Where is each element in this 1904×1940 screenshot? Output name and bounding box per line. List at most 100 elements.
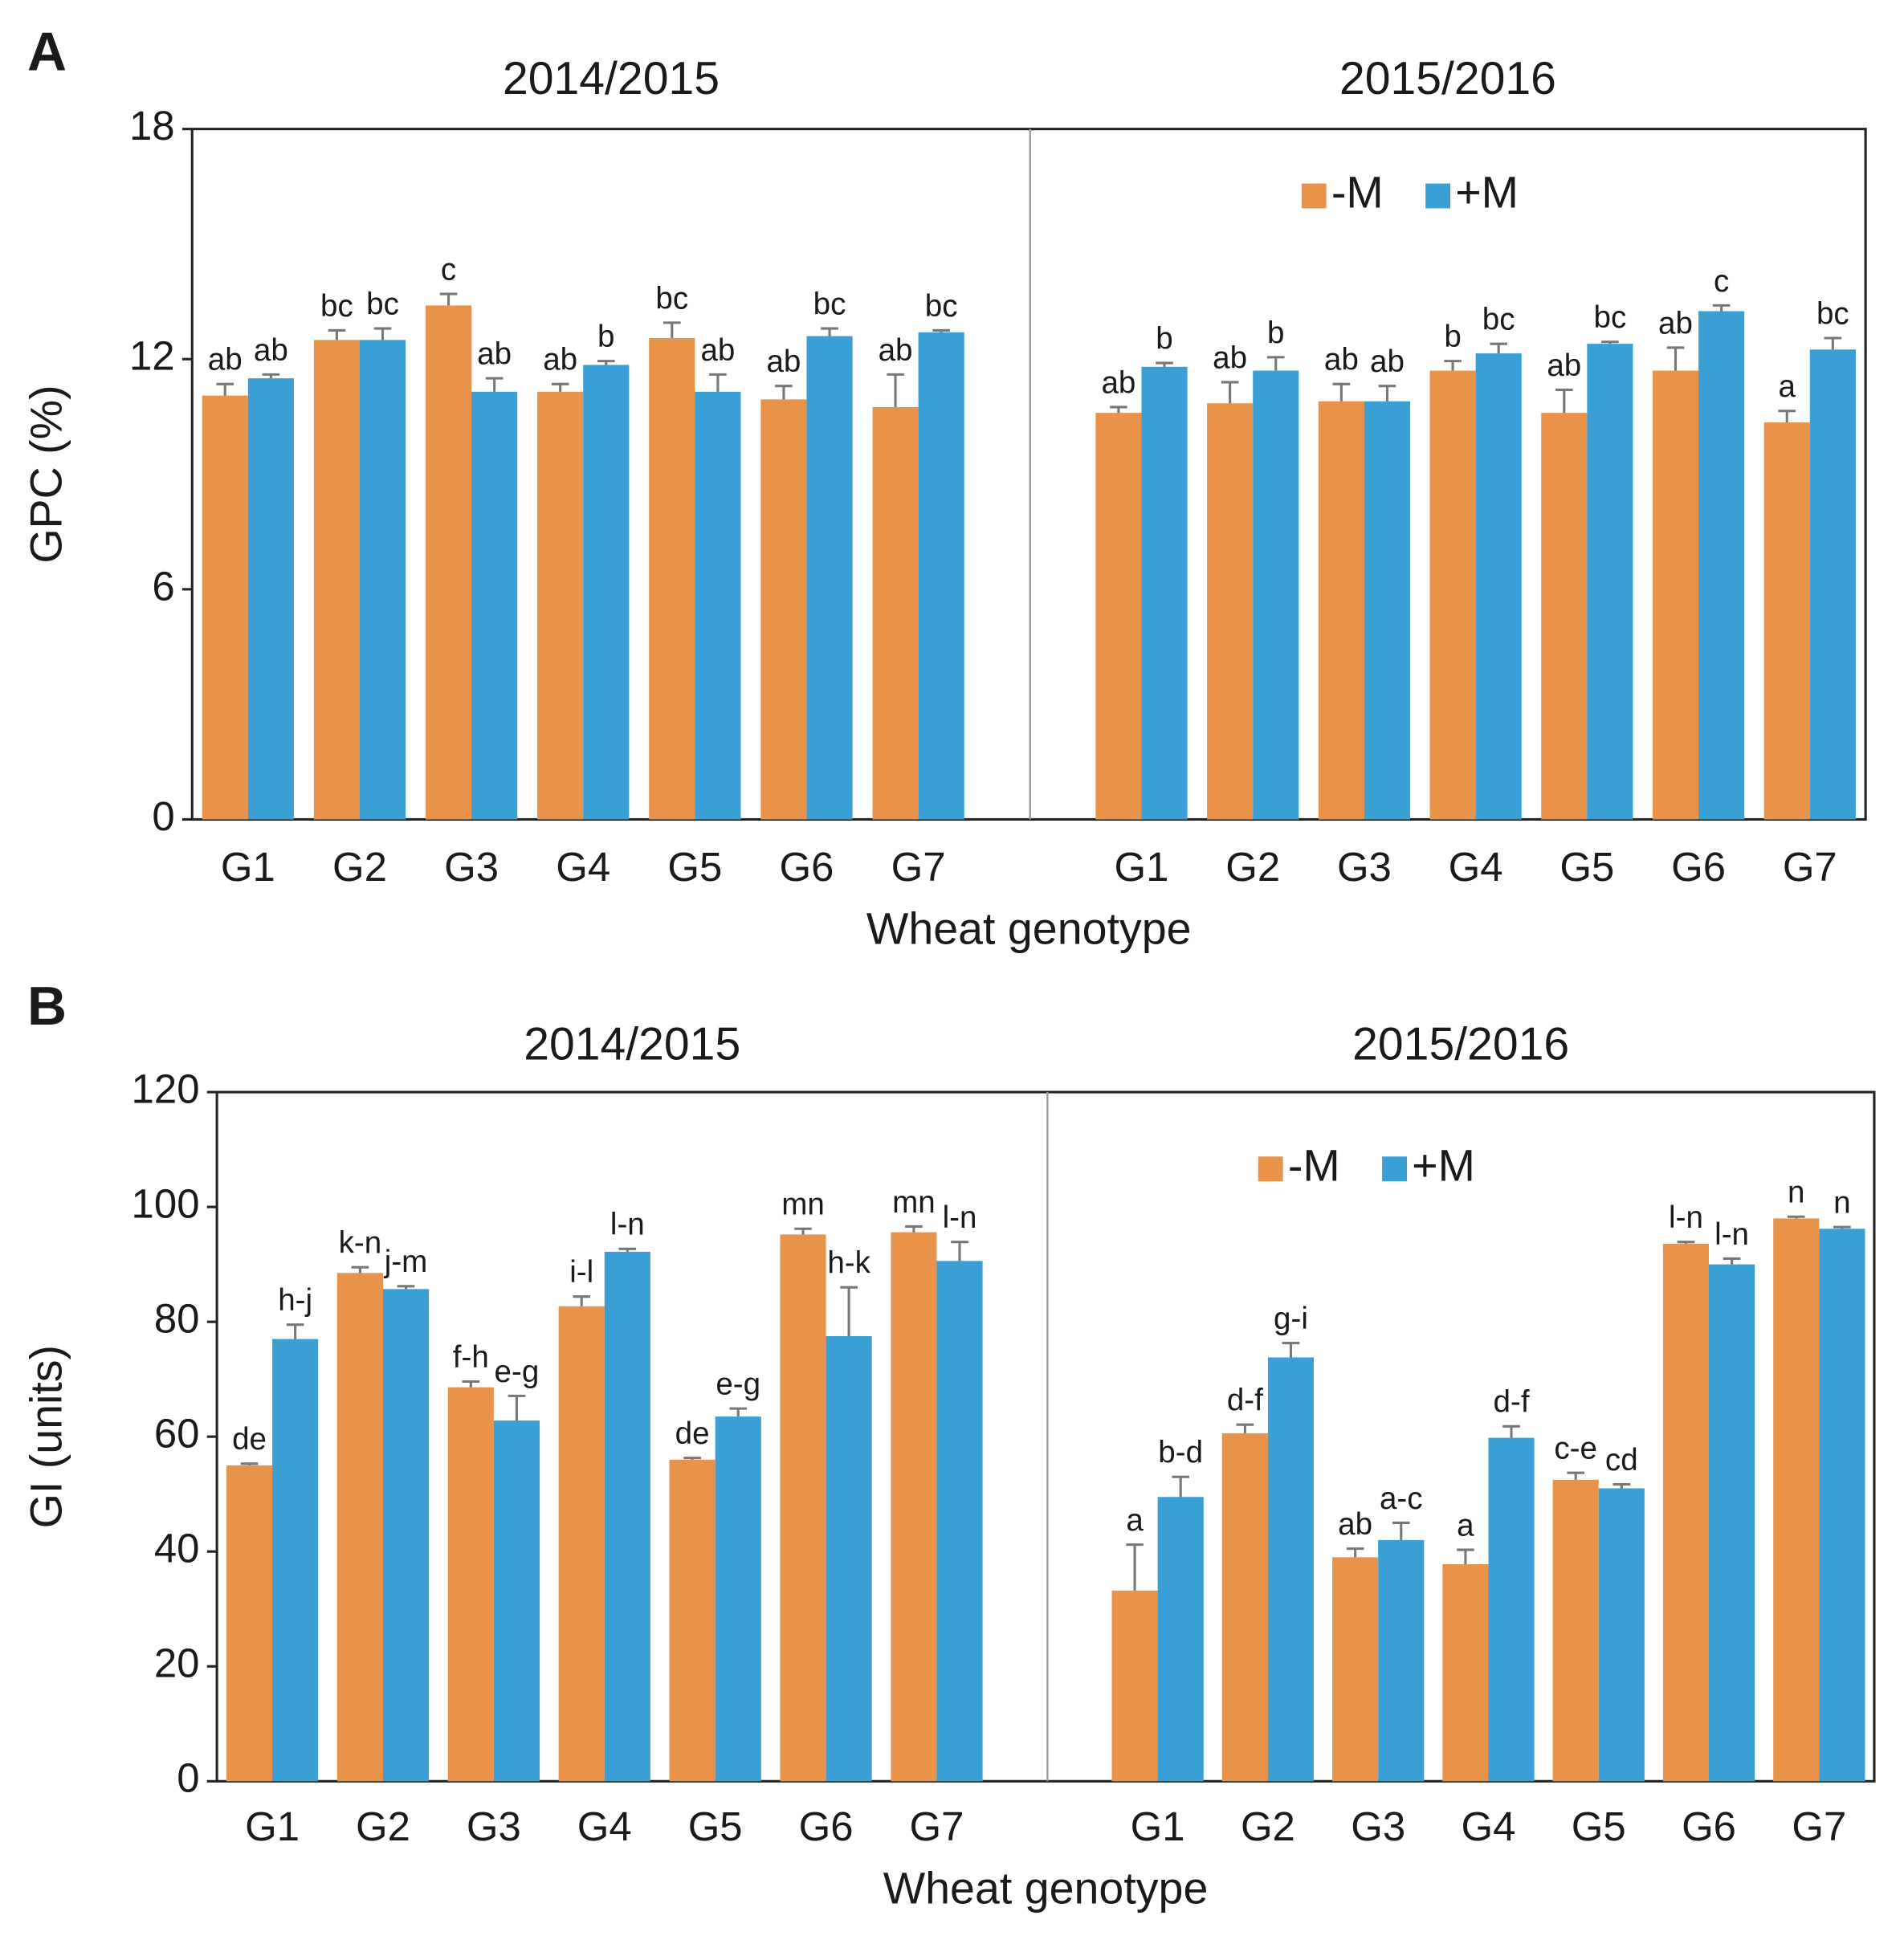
significance-letter: b bbox=[1267, 316, 1284, 350]
x-tick-label: G1 bbox=[245, 1803, 300, 1849]
bar bbox=[1364, 401, 1411, 820]
y-tick-label: 0 bbox=[177, 1755, 199, 1801]
significance-letter: l-n bbox=[610, 1208, 645, 1242]
bar bbox=[760, 399, 807, 820]
y-tick-label: 80 bbox=[154, 1296, 200, 1342]
y-tick-label: 6 bbox=[152, 563, 174, 609]
y-tick-label: 40 bbox=[154, 1526, 200, 1571]
significance-letter: c bbox=[441, 252, 456, 287]
significance-letter: e-g bbox=[716, 1367, 760, 1402]
significance-letter: bc bbox=[366, 287, 399, 321]
x-tick-label: G3 bbox=[444, 844, 499, 890]
x-tick-label: G7 bbox=[1792, 1803, 1846, 1849]
plot-frame bbox=[190, 128, 1867, 821]
group-title: 2015/2016 bbox=[1352, 1019, 1569, 1070]
bar bbox=[1552, 1479, 1599, 1782]
significance-letter: i-l bbox=[569, 1255, 593, 1290]
significance-letter: d-f bbox=[1227, 1384, 1263, 1418]
bar bbox=[313, 340, 360, 820]
bar bbox=[1819, 1229, 1865, 1782]
bar bbox=[1267, 1357, 1315, 1782]
significance-letter: de bbox=[675, 1416, 710, 1451]
x-axis-label: Wheat genotype bbox=[883, 1863, 1209, 1913]
bar bbox=[826, 1336, 872, 1782]
y-tick-label: 20 bbox=[154, 1640, 200, 1686]
significance-letter: ab bbox=[1658, 306, 1693, 340]
significance-letter: b bbox=[597, 320, 614, 354]
significance-letter: ab bbox=[1324, 343, 1359, 377]
bar bbox=[1253, 370, 1299, 820]
x-tick-label: G5 bbox=[667, 844, 722, 890]
bar bbox=[583, 365, 630, 820]
significance-letter: g-i bbox=[1274, 1302, 1308, 1336]
bar bbox=[1095, 413, 1142, 820]
bar bbox=[425, 305, 472, 820]
y-axis-label: GI (units) bbox=[21, 1345, 71, 1528]
significance-letter: ab bbox=[766, 344, 801, 379]
significance-letter: l-n bbox=[1669, 1200, 1703, 1235]
x-tick-label: G1 bbox=[1131, 1803, 1185, 1849]
x-tick-label: G2 bbox=[1225, 844, 1280, 890]
x-tick-label: G1 bbox=[221, 844, 275, 890]
bar bbox=[1598, 1488, 1645, 1782]
bar bbox=[1773, 1218, 1820, 1782]
x-tick-label: G3 bbox=[1351, 1803, 1405, 1849]
significance-letter: cd bbox=[1605, 1443, 1638, 1477]
x-tick-label: G4 bbox=[1449, 844, 1503, 890]
significance-letter: ab bbox=[879, 333, 913, 368]
significance-letter: bc bbox=[925, 289, 958, 324]
significance-letter: b bbox=[1444, 320, 1461, 354]
x-tick-label: G6 bbox=[780, 844, 834, 890]
significance-letter: ab bbox=[254, 333, 288, 368]
x-tick-label: G2 bbox=[332, 844, 387, 890]
bar bbox=[471, 391, 518, 820]
y-tick-label: 12 bbox=[129, 333, 175, 379]
bar bbox=[226, 1465, 273, 1782]
significance-letter: bc bbox=[813, 287, 846, 321]
significance-letter: f-h bbox=[453, 1340, 489, 1375]
significance-letter: n bbox=[1788, 1176, 1804, 1210]
group-title: 2014/2015 bbox=[524, 1019, 740, 1070]
x-tick-label: G7 bbox=[1783, 844, 1837, 890]
bar bbox=[1318, 401, 1364, 820]
group-title: 2014/2015 bbox=[503, 53, 720, 104]
group-title: 2015/2016 bbox=[1339, 53, 1556, 104]
significance-letter: ab bbox=[1213, 340, 1247, 375]
bar bbox=[1157, 1497, 1204, 1782]
legend-swatch bbox=[1425, 183, 1451, 209]
significance-letter: j-m bbox=[384, 1245, 428, 1279]
x-tick-label: G4 bbox=[556, 844, 610, 890]
significance-letter: bc bbox=[1816, 296, 1849, 331]
x-tick-label: G2 bbox=[356, 1803, 410, 1849]
bar bbox=[1709, 1264, 1755, 1782]
bar bbox=[918, 332, 964, 820]
legend-label: +M bbox=[1455, 168, 1519, 218]
panel-label: A bbox=[27, 22, 67, 83]
legend-swatch bbox=[1258, 1156, 1283, 1182]
legend-swatch bbox=[1301, 183, 1327, 209]
bar bbox=[558, 1306, 605, 1782]
bar bbox=[649, 337, 695, 820]
x-tick-label: G3 bbox=[467, 1803, 521, 1849]
bar bbox=[1541, 413, 1588, 820]
legend-label: +M bbox=[1412, 1140, 1475, 1190]
significance-letter: h-j bbox=[278, 1283, 312, 1318]
significance-letter: ab bbox=[477, 337, 512, 372]
bar bbox=[1587, 344, 1633, 820]
bar bbox=[336, 1273, 383, 1782]
significance-letter: ab bbox=[1338, 1507, 1372, 1542]
x-tick-label: G3 bbox=[1337, 844, 1392, 890]
significance-letter: ab bbox=[1370, 344, 1405, 379]
significance-letter: mn bbox=[892, 1185, 936, 1220]
significance-letter: b-d bbox=[1158, 1436, 1203, 1470]
significance-letter: a-c bbox=[1380, 1481, 1423, 1516]
significance-letter: ab bbox=[1547, 348, 1581, 383]
bar bbox=[669, 1459, 716, 1782]
significance-letter: a bbox=[1457, 1508, 1474, 1543]
y-axis-label: GPC (%) bbox=[21, 385, 71, 563]
bar bbox=[695, 391, 741, 820]
bar bbox=[936, 1261, 983, 1782]
significance-letter: a bbox=[1126, 1503, 1144, 1538]
significance-letter: ab bbox=[1101, 365, 1135, 400]
